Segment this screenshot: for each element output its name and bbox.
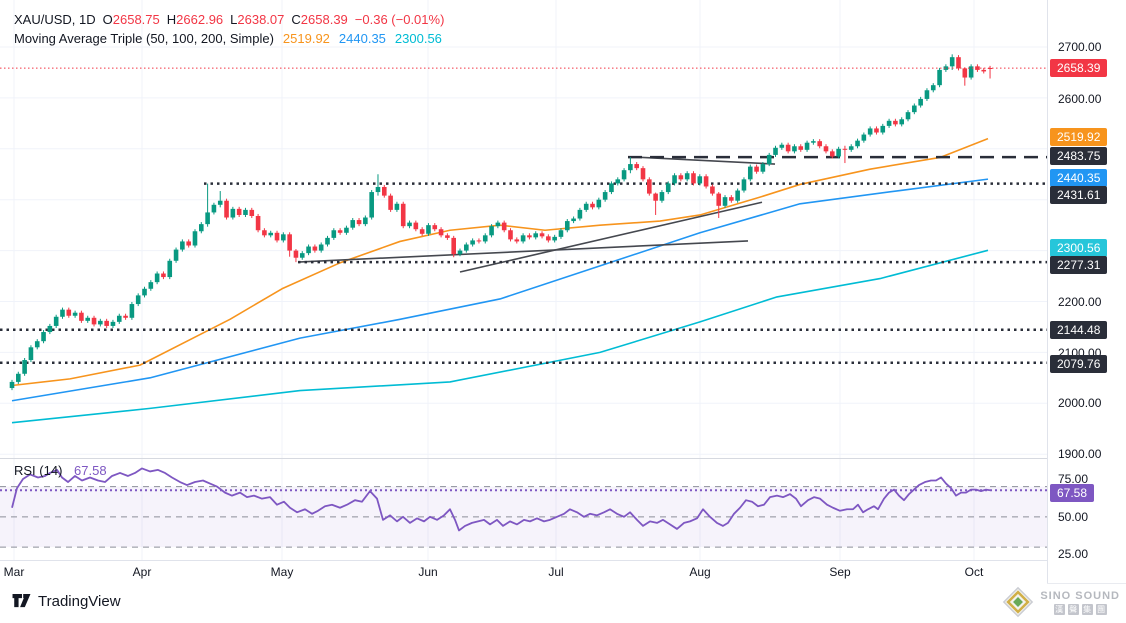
- watermark-cn-char: 聲: [1067, 603, 1079, 615]
- price-axis[interactable]: 2700.00 2600.00 2200.00 2100.00 2000.00 1900.…: [1047, 0, 1126, 583]
- ma-value-1: 2519.92: [282, 31, 330, 46]
- ma-value-3: 2300.56: [394, 31, 442, 46]
- rsi-value: 67.58: [74, 463, 107, 478]
- axis-label-50.00: 50.00: [1058, 510, 1089, 524]
- watermark-cn-char: 漢: [1053, 603, 1065, 615]
- price-badge-67.58: 67.58: [1050, 484, 1095, 502]
- tradingview-icon: [12, 593, 31, 608]
- sino-sound-watermark: SINO SOUND 漢聲集團: [1002, 586, 1120, 618]
- candles[interactable]: [9, 54, 993, 391]
- price-badge-2277.31: 2277.31: [1050, 256, 1108, 274]
- price-badge-2440.35: 2440.35: [1050, 169, 1108, 187]
- axis-label-2600.00: 2600.00: [1058, 92, 1102, 106]
- ma-indicator-title: Moving Average Triple (50, 100, 200, Sim…: [14, 31, 274, 46]
- axis-label-2200.00: 2200.00: [1058, 295, 1102, 309]
- price-badge-2431.61: 2431.61: [1050, 186, 1108, 204]
- footer: TradingView SINO SOUND 漢聲集團: [0, 583, 1126, 623]
- axis-label-75.00: 75.00: [1058, 472, 1089, 486]
- axis-label-2700.00: 2700.00: [1058, 40, 1102, 54]
- symbol-legend-row[interactable]: XAU/USD, 1D O2658.75 H2662.96 L2638.07 C2658…: [14, 10, 444, 29]
- rsi-indicator-title: RSI (14): [14, 463, 63, 478]
- ohlc-token-c: C2658.39: [291, 12, 348, 27]
- rsi-line[interactable]: [11, 467, 991, 532]
- price-badge-2483.75: 2483.75: [1050, 147, 1108, 165]
- rsi-legend-row[interactable]: RSI (14) 67.58: [14, 463, 107, 478]
- gridlines: [0, 0, 1047, 560]
- chart-canvas[interactable]: [0, 0, 1047, 583]
- chart-legend: XAU/USD, 1D O2658.75 H2662.96 L2638.07 C2658…: [14, 10, 444, 48]
- trendline-1[interactable]: [297, 240, 749, 263]
- rsi-band: [0, 486, 1047, 548]
- month-label-jul: Jul: [548, 565, 564, 579]
- axis-label-1900.00: 1900.00: [1058, 447, 1102, 461]
- ma200-line[interactable]: [11, 249, 989, 424]
- trendline-2[interactable]: [459, 201, 763, 273]
- tradingview-brand-text: TradingView: [38, 593, 121, 610]
- watermark-brand-text: SINO SOUND: [1040, 589, 1120, 602]
- tradingview-logo-link[interactable]: TradingView: [12, 593, 121, 610]
- month-label-apr: Apr: [132, 565, 152, 579]
- month-label-aug: Aug: [689, 565, 711, 579]
- ohlc-token-l: L2638.07: [230, 12, 285, 27]
- symbol-title: XAU/USD, 1D: [14, 12, 96, 27]
- axis-label-2000.00: 2000.00: [1058, 396, 1102, 410]
- ma100-line[interactable]: [11, 178, 989, 402]
- price-badge-2519.92: 2519.92: [1050, 128, 1108, 146]
- change-value: −0.36 (−0.01%): [354, 12, 445, 27]
- watermark-cn-char: 團: [1095, 603, 1107, 615]
- month-label-oct: Oct: [964, 565, 984, 579]
- price-badge-2300.56: 2300.56: [1050, 239, 1108, 257]
- watermark-cn-text: 漢聲集團: [1053, 603, 1107, 615]
- time-axis[interactable]: Mar Apr May Jun Jul Aug Sep Oct: [0, 560, 1047, 584]
- watermark-cn-char: 集: [1081, 603, 1093, 615]
- ma-legend-row[interactable]: Moving Average Triple (50, 100, 200, Sim…: [14, 29, 444, 48]
- price-badge-2658.39: 2658.39: [1050, 59, 1108, 77]
- axis-label-25.00: 25.00: [1058, 547, 1089, 561]
- ohlc-token-h: H2662.96: [166, 12, 224, 27]
- month-label-jun: Jun: [418, 565, 438, 579]
- ohlc-token-o: O2658.75: [102, 12, 160, 27]
- month-label-may: May: [270, 565, 294, 579]
- month-label-sep: Sep: [829, 565, 851, 579]
- sino-sound-diamond-icon: [1003, 586, 1034, 618]
- month-label-mar: Mar: [3, 565, 25, 579]
- ma-value-2: 2440.35: [338, 31, 386, 46]
- price-badge-2079.76: 2079.76: [1050, 355, 1108, 373]
- price-badge-2144.48: 2144.48: [1050, 321, 1108, 339]
